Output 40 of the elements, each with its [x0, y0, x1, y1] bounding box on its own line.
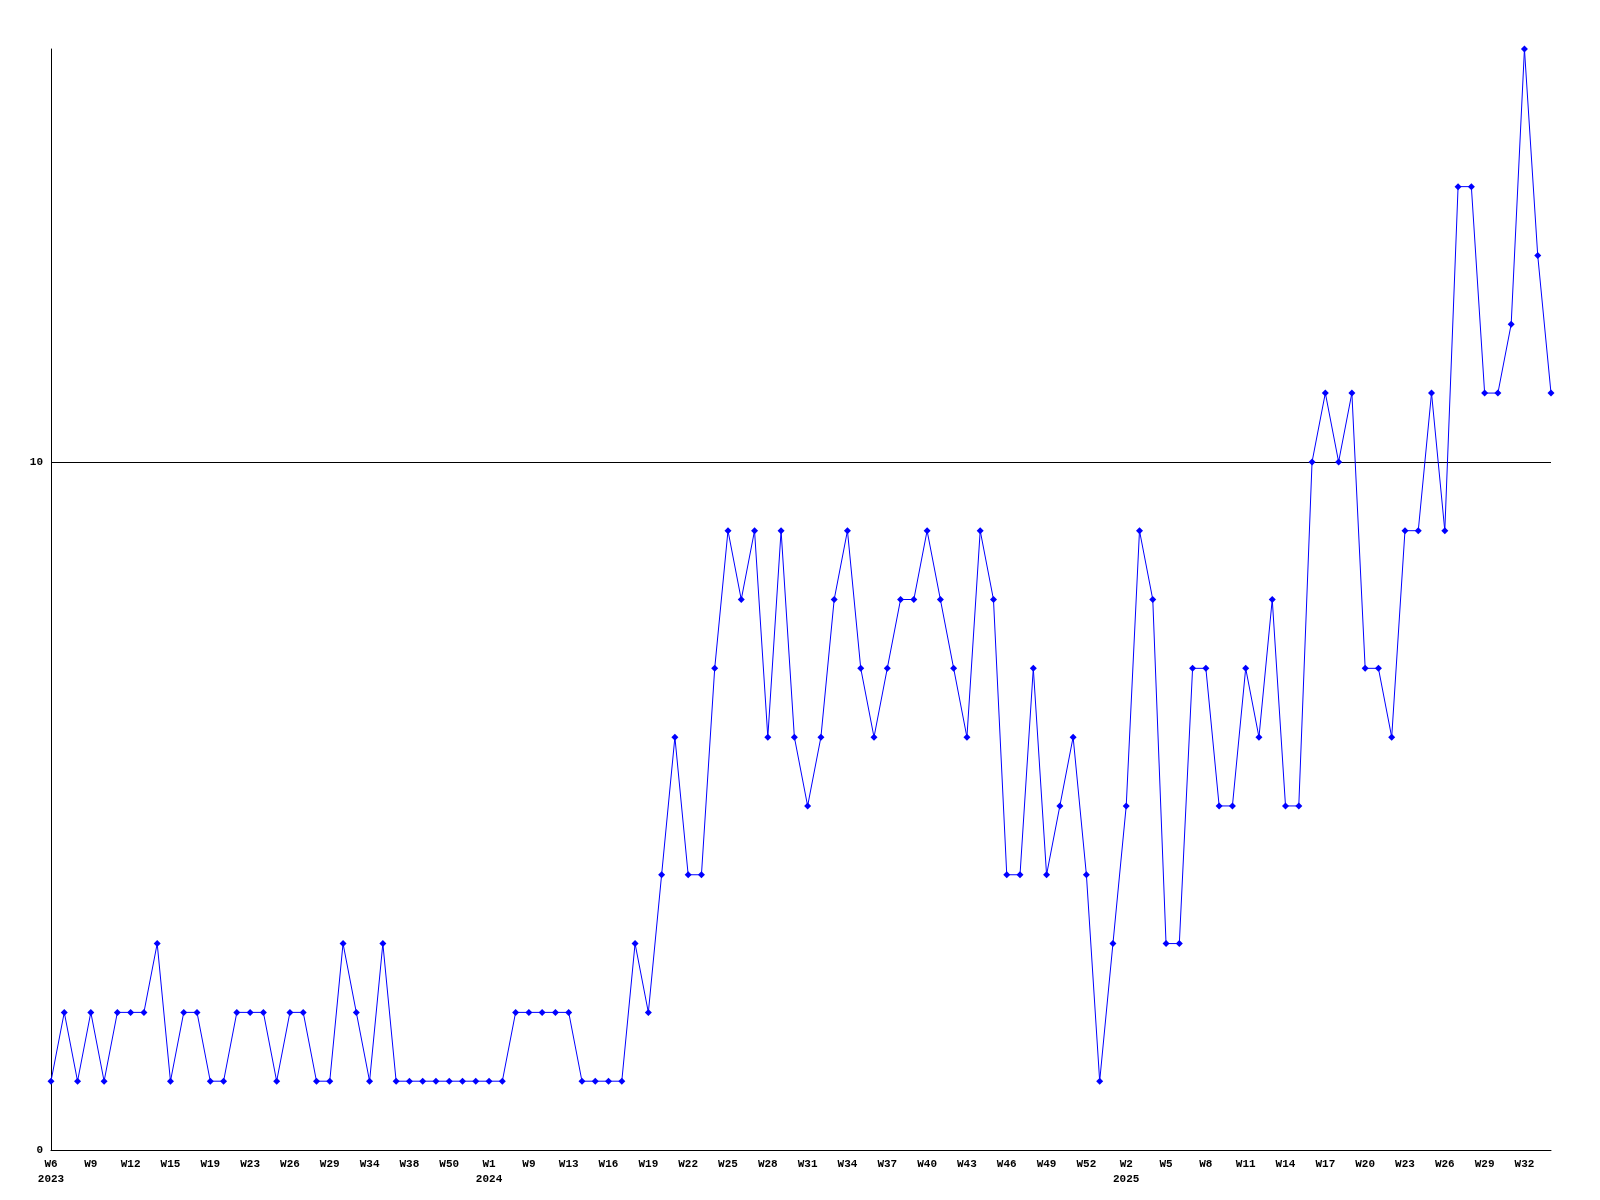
x-tick-label: W26	[280, 1157, 300, 1170]
y-tick-label: 10	[29, 455, 43, 468]
x-tick-label: W37	[877, 1157, 898, 1170]
x-tick-label: W31	[797, 1157, 818, 1170]
x-tick-label: W29	[319, 1157, 340, 1170]
x-tick-label: W52	[1076, 1157, 1097, 1170]
x-tick-label: W20	[1355, 1157, 1376, 1170]
x-tick-label: W9	[522, 1157, 536, 1170]
x-tick-label: W49	[1036, 1157, 1057, 1170]
x-tick-label: W11	[1235, 1157, 1256, 1170]
x-tick-label: W13	[558, 1157, 579, 1170]
x-tick-label: W38	[399, 1157, 420, 1170]
x-tick-label: W26	[1434, 1157, 1455, 1170]
x-tick-label: W23	[1395, 1157, 1416, 1170]
x-tick-label: W19	[638, 1157, 659, 1170]
x-tick-label: W1 2024	[475, 1157, 503, 1185]
x-tick-label: W5	[1159, 1157, 1174, 1170]
x-tick-label: W15	[160, 1157, 181, 1170]
x-tick-label: W19	[200, 1157, 221, 1170]
x-tick-label: W22	[678, 1157, 699, 1170]
x-tick-label: W14	[1275, 1157, 1296, 1170]
x-tick-label: W46	[996, 1157, 1017, 1170]
x-tick-label: W6 2023	[37, 1157, 65, 1185]
x-tick-label: W25	[718, 1157, 739, 1170]
x-tick-label: W50	[439, 1157, 460, 1170]
x-tick-label: W32	[1514, 1157, 1535, 1170]
x-tick-label: W29	[1474, 1157, 1495, 1170]
x-tick-label: W23	[240, 1157, 261, 1170]
x-tick-label: W2 2025	[1113, 1157, 1140, 1185]
x-tick-label: W43	[957, 1157, 978, 1170]
x-tick-label: W28	[757, 1157, 779, 1170]
x-tick-label: W40	[917, 1157, 938, 1170]
x-tick-label: W9	[84, 1157, 98, 1170]
x-tick-label: W34	[359, 1157, 380, 1170]
x-tick-label: W34	[837, 1157, 858, 1170]
y-tick-label: 0	[36, 1144, 43, 1156]
x-tick-label: W12	[120, 1157, 141, 1170]
x-tick-label: W8	[1199, 1157, 1213, 1170]
x-tick-label: W16	[598, 1157, 619, 1170]
x-tick-label: W17	[1315, 1157, 1336, 1170]
